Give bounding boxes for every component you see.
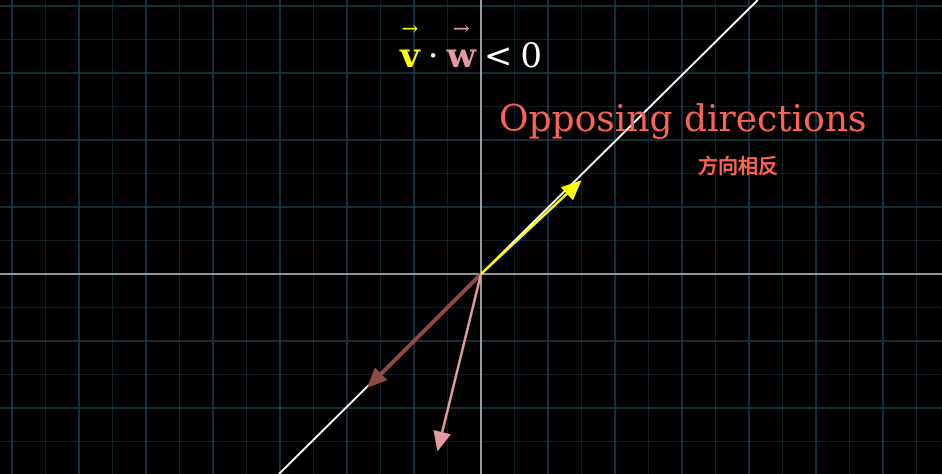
vector-w-shaft: [441, 273, 483, 433]
projection-vector-shaft: [379, 272, 483, 376]
dot-operator: ·: [427, 36, 439, 76]
less-than-sign: <: [483, 36, 513, 76]
vector-v-letter: v: [400, 36, 420, 76]
vector-v: [480, 180, 582, 275]
vector-w-letter: w: [446, 36, 476, 76]
vector-v-arrowhead: [560, 180, 582, 201]
vector-arrow-mark: →: [401, 16, 419, 40]
dot-product-inequality: → v · → w <0: [400, 18, 542, 78]
vector-w-arrowhead: [433, 429, 451, 452]
vector-arrow-mark: →: [452, 16, 470, 40]
opposing-directions-chinese-label: 方向相反: [698, 154, 778, 178]
projection-vector: [367, 272, 483, 388]
vector-v-symbol: → v: [400, 18, 420, 78]
vector-w: [433, 273, 483, 452]
projection-vector-arrowhead: [367, 367, 388, 388]
zero-value: 0: [520, 36, 542, 76]
vector-v-shaft: [480, 192, 568, 275]
line-through-v: [278, 0, 759, 474]
opposing-directions-label: Opposing directions: [499, 99, 867, 140]
vector-w-symbol: → w: [446, 18, 476, 78]
